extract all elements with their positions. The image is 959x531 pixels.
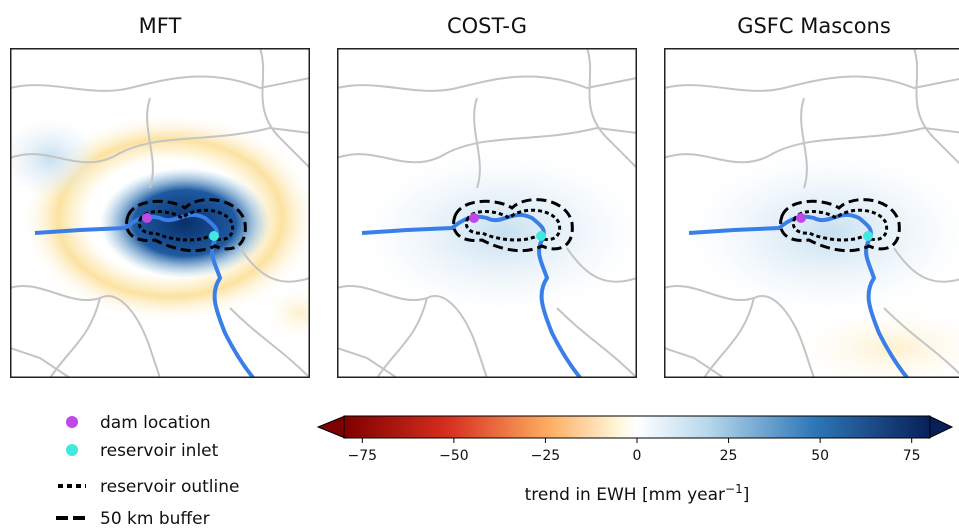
buffer-outline: [452, 198, 574, 253]
colorbar-tick-label: −50: [439, 448, 469, 464]
colorbar-tick-label: −25: [531, 448, 561, 464]
tributary: [664, 126, 959, 164]
trend-blob: [100, 168, 270, 278]
inlet-marker: [536, 231, 546, 241]
colorbar-tick-label: 50: [811, 448, 829, 464]
trend-ring: [10, 118, 100, 198]
tributary: [229, 307, 310, 378]
reservoir-outline: [791, 208, 889, 242]
trend-blob: [362, 153, 637, 313]
buffer-outline: [779, 198, 901, 253]
colorbar-tick-label: 0: [633, 448, 642, 464]
legend-label: reservoir outline: [100, 477, 239, 497]
tributary: [10, 75, 310, 92]
colorbar-tick-label: 25: [720, 448, 738, 464]
panel-title: COST-G: [447, 14, 527, 38]
tributary: [566, 247, 637, 283]
buffer-outline: [125, 198, 247, 253]
colorbar-label-part: trend in EWH [mm year: [525, 485, 725, 505]
legend-label: reservoir inlet: [100, 441, 219, 461]
colorbar-tick-label: 75: [903, 448, 921, 464]
map-panel: [10, 48, 310, 378]
tributary: [337, 347, 398, 378]
tributary: [146, 97, 154, 189]
trend-blob: [784, 303, 959, 378]
tributary: [239, 247, 310, 283]
tributary: [586, 48, 637, 169]
tributary: [10, 126, 310, 164]
tributary: [259, 48, 310, 169]
reservoir-outline: [137, 208, 235, 242]
tributary: [376, 297, 428, 378]
trend-blob: [260, 283, 310, 343]
tributary: [913, 48, 959, 165]
colorbar-label: trend in EWH [mm year−1]: [525, 482, 750, 505]
colorbar-extend-low: [316, 415, 346, 439]
tributary: [49, 297, 101, 378]
dam-marker: [469, 213, 479, 223]
trend-blob: [689, 153, 959, 313]
dam-marker: [142, 213, 152, 223]
inlet-marker: [863, 231, 873, 241]
tributary: [703, 297, 755, 378]
legend-inlet: [66, 444, 78, 456]
panel-frame: [10, 48, 310, 378]
reservoir-outline: [464, 208, 562, 242]
dam-marker: [796, 213, 806, 223]
tributary: [337, 75, 637, 92]
map-panel: [337, 48, 637, 378]
colorbar: [343, 415, 931, 439]
tributary: [473, 97, 481, 189]
tributary: [10, 347, 71, 378]
tributary: [883, 307, 959, 375]
panel-frame: [337, 48, 637, 378]
tributary: [800, 97, 808, 189]
legend-dam: [66, 416, 78, 428]
tributary: [556, 307, 637, 378]
tributary: [337, 126, 637, 164]
colorbar-extend-high: [928, 415, 954, 439]
tributary: [664, 75, 959, 92]
tributary: [893, 247, 959, 283]
legend-label: dam location: [100, 413, 211, 433]
panel-frame: [664, 48, 959, 378]
tributary: [664, 347, 725, 378]
inlet-marker: [209, 231, 219, 241]
map-panel: [664, 48, 959, 378]
colorbar-label-part: ]: [743, 485, 750, 505]
legend-label: 50 km buffer: [100, 509, 210, 529]
colorbar-label-part: −1: [725, 482, 743, 496]
colorbar-tick-label: −75: [348, 448, 378, 464]
panel-title: MFT: [139, 14, 182, 38]
panel-title: GSFC Mascons: [737, 14, 891, 38]
